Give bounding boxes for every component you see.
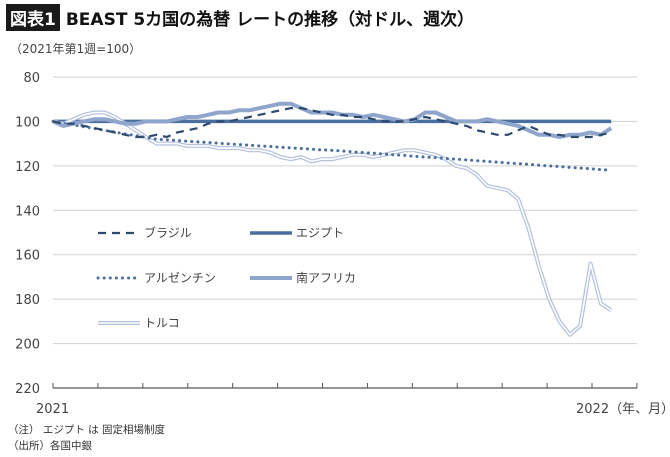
y-tick-label: 140 [15, 204, 40, 219]
y-axis-unit: （2021年第1週=100） [10, 42, 142, 56]
series-line-double [52, 111, 612, 336]
legend-label: ブラジル [144, 225, 192, 240]
x-label-end: 2022（年、月） [576, 402, 670, 417]
y-tick-label: 180 [15, 293, 40, 308]
y-tick-label: 220 [15, 382, 40, 397]
y-tick-label: 120 [15, 160, 40, 175]
y-tick-labels: 80 100 120 140 160 180 200 220 [15, 71, 40, 397]
series-line-dashed [52, 107, 612, 139]
y-tick-label: 100 [15, 115, 40, 130]
legend-label: トルコ [144, 316, 180, 330]
y-tick-label: 80 [23, 71, 40, 86]
source: （出所）各国中銀 [8, 440, 92, 452]
legend-label: エジプト [296, 226, 344, 240]
chart-title: 図表1 BEAST 5カ国の為替 レートの推移（対ドル、週次） [6, 4, 474, 31]
y-tick-label: 160 [15, 249, 40, 264]
note: （注） エジプト は 固定相場制度 [8, 424, 166, 436]
title-text: BEAST 5カ国の為替 レートの推移（対ドル、週次） [65, 10, 475, 30]
x-axis [52, 383, 638, 389]
series-line-thick-light [52, 101, 613, 139]
y-tick-label: 200 [15, 338, 40, 353]
series-lines [51, 101, 613, 337]
legend-label: 南アフリカ [296, 270, 356, 285]
series-line-dotted [51, 119, 613, 172]
figure-badge: 図表1 [6, 4, 60, 31]
legend-label: アルゼンチン [144, 271, 216, 285]
x-label-start: 2021 [36, 402, 69, 417]
